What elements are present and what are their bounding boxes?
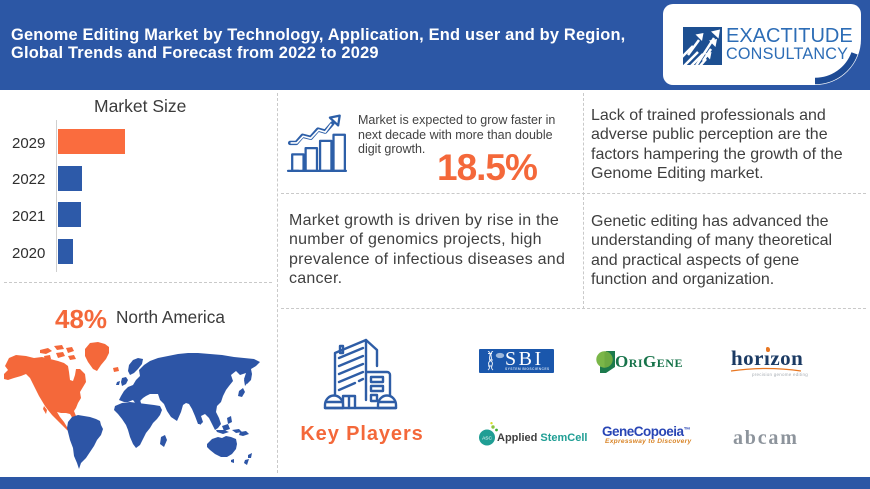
- svg-text:ASC: ASC: [482, 435, 492, 441]
